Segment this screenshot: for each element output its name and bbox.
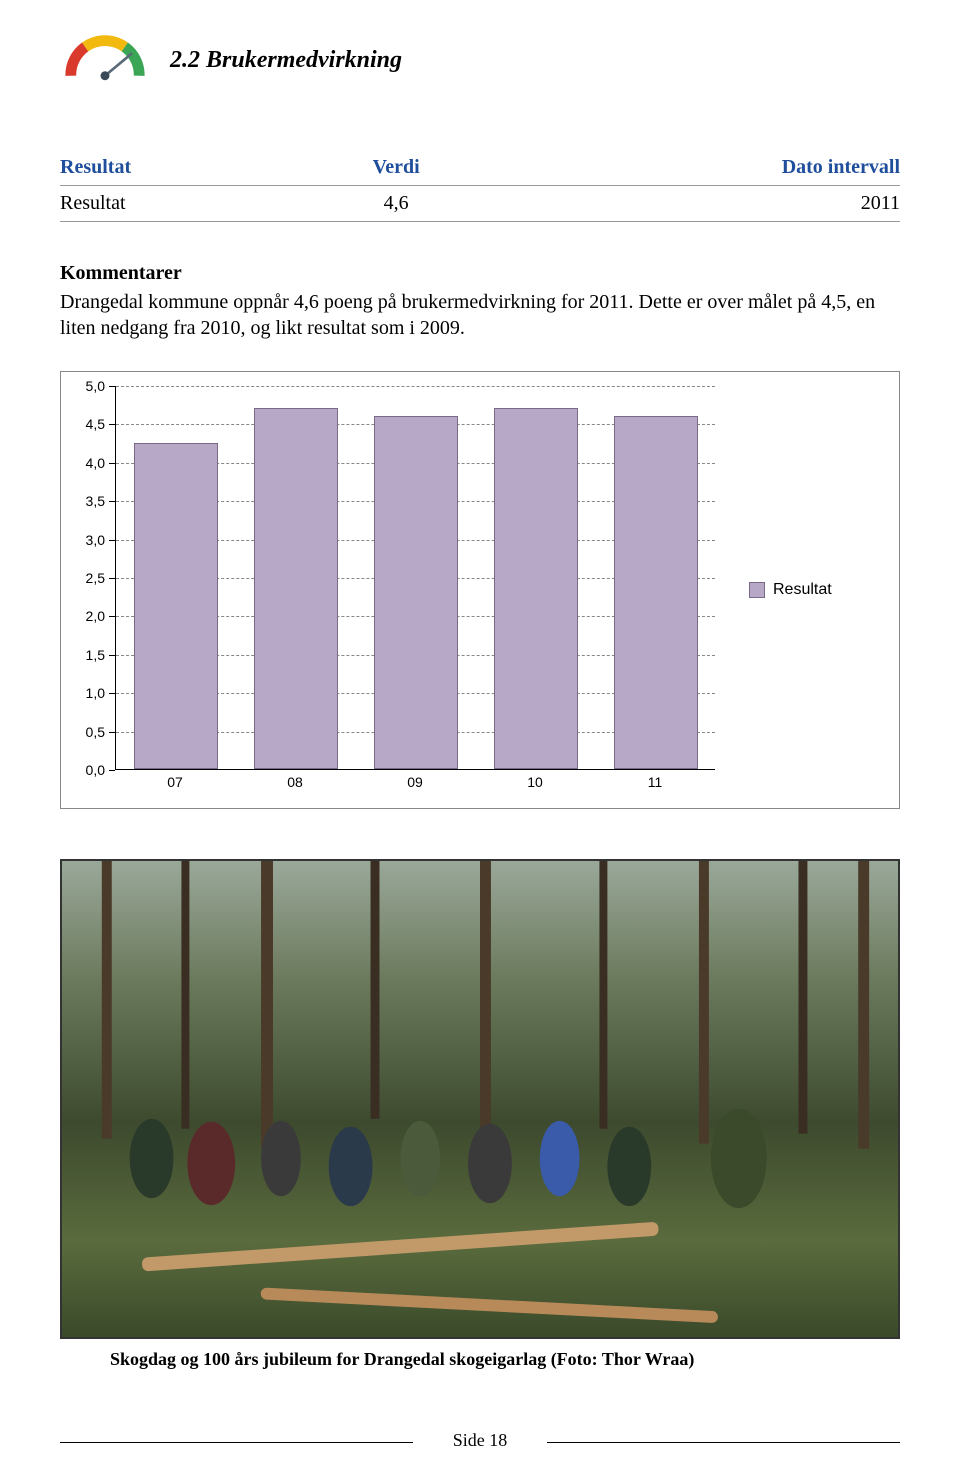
y-tick-label: 0,0 <box>69 762 105 778</box>
table-row: Resultat 4,6 2011 <box>60 186 900 222</box>
y-tick <box>109 655 115 656</box>
y-tick-label: 0,5 <box>69 724 105 740</box>
gauge-icon <box>60 30 150 90</box>
chart-plot-area: 0,0 0,5 1,0 1,5 2,0 2,5 3,0 3,5 4,0 4,5 5,0 07 08 09 1… <box>69 380 729 800</box>
y-tick-label: 4,5 <box>69 416 105 432</box>
y-tick <box>109 540 115 541</box>
y-tick <box>109 424 115 425</box>
y-tick <box>109 501 115 502</box>
page-header: 2.2 Brukermedvirkning <box>60 30 900 90</box>
x-tick-label: 11 <box>648 774 663 790</box>
y-tick <box>109 616 115 617</box>
y-tick <box>109 578 115 579</box>
bar <box>494 408 578 769</box>
photo-caption: Skogdag og 100 års jubileum for Drangeda… <box>110 1349 900 1370</box>
y-tick-label: 2,0 <box>69 608 105 624</box>
y-tick-label: 2,5 <box>69 570 105 586</box>
col-header-verdi: Verdi <box>313 150 480 186</box>
y-tick-label: 1,5 <box>69 647 105 663</box>
bar <box>614 416 698 769</box>
y-tick <box>109 693 115 694</box>
y-tick-label: 4,0 <box>69 455 105 471</box>
bar <box>254 408 338 769</box>
page-number: Side 18 <box>443 1430 518 1451</box>
y-tick <box>109 386 115 387</box>
page-footer: Side 18 <box>60 1430 900 1454</box>
comments-heading: Kommentarer <box>60 262 900 285</box>
bar <box>134 443 218 769</box>
chart-legend: Resultat <box>749 581 832 599</box>
bar-chart: 0,0 0,5 1,0 1,5 2,0 2,5 3,0 3,5 4,0 4,5 5,0 07 08 09 1… <box>60 371 900 809</box>
bar <box>374 416 458 769</box>
page-title: 2.2 Brukermedvirkning <box>170 47 402 74</box>
y-tick-label: 1,0 <box>69 685 105 701</box>
col-header-dato: Dato intervall <box>480 150 900 186</box>
result-table: Resultat Verdi Dato intervall Resultat 4… <box>60 150 900 222</box>
y-tick-label: 3,0 <box>69 532 105 548</box>
x-tick-label: 10 <box>527 774 543 790</box>
plot-area <box>115 386 715 770</box>
y-tick <box>109 463 115 464</box>
col-header-resultat: Resultat <box>60 150 313 186</box>
x-tick-label: 09 <box>407 774 423 790</box>
y-tick-label: 5,0 <box>69 378 105 394</box>
y-tick <box>109 732 115 733</box>
legend-swatch <box>749 582 765 598</box>
comments-body: Drangedal kommune oppnår 4,6 poeng på br… <box>60 289 900 341</box>
gridline <box>116 386 715 387</box>
legend-label: Resultat <box>773 581 832 599</box>
footer-rule-left <box>60 1442 413 1443</box>
cell-verdi: 4,6 <box>313 186 480 222</box>
photo <box>60 859 900 1339</box>
x-tick-label: 07 <box>167 774 183 790</box>
x-tick-label: 08 <box>287 774 303 790</box>
cell-label: Resultat <box>60 186 313 222</box>
y-tick <box>109 770 115 771</box>
y-tick-label: 3,5 <box>69 493 105 509</box>
footer-rule-right <box>547 1442 900 1443</box>
cell-dato: 2011 <box>480 186 900 222</box>
